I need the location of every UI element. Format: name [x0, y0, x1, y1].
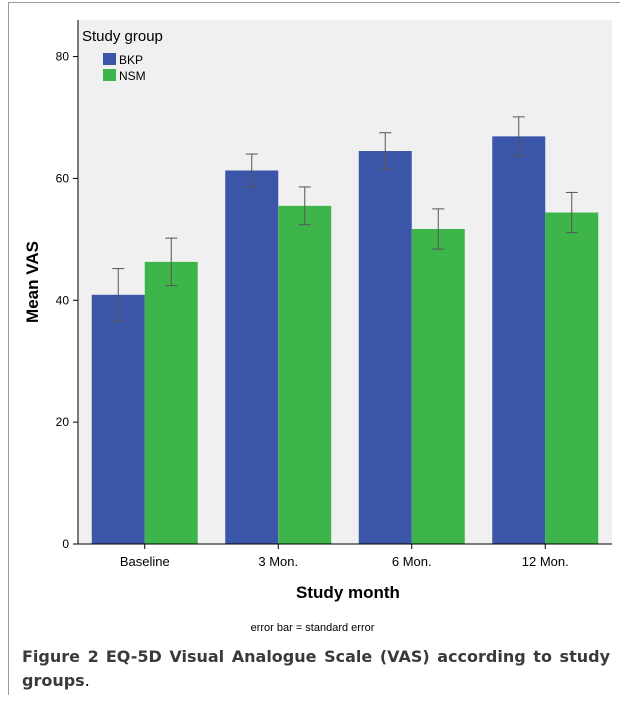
- figure-caption: Figure 2 EQ-5D Visual Analogue Scale (VA…: [22, 647, 611, 690]
- caption-text: EQ-5D Visual Analogue Scale (VAS) accord…: [22, 647, 611, 690]
- frame-left-border: [8, 2, 9, 695]
- legend: Study group BKP NSM: [82, 28, 163, 83]
- legend-label-nsm: NSM: [119, 69, 146, 83]
- bar-nsm-2: [411, 228, 465, 544]
- error-bar-note: error bar = standard error: [250, 622, 375, 634]
- y-tick-label: 20: [56, 415, 70, 429]
- y-tick-label: 40: [56, 293, 70, 307]
- legend-label-bkp: BKP: [119, 53, 143, 67]
- bar-bkp-0: [91, 294, 145, 544]
- bar-nsm-1: [278, 205, 332, 544]
- y-tick-label: 80: [56, 50, 70, 64]
- x-tick-label: 3 Mon.: [258, 554, 298, 569]
- x-tick-label: 12 Mon.: [522, 554, 569, 569]
- bar-nsm-3: [545, 212, 599, 544]
- x-axis-title: Study month: [296, 583, 400, 602]
- y-tick-label: 60: [56, 171, 70, 185]
- bar-bkp-3: [492, 136, 546, 544]
- frame-top-border: [8, 2, 620, 3]
- legend-swatch-nsm: [103, 69, 116, 81]
- legend-swatch-bkp: [103, 53, 116, 65]
- bar-chart: 0 20 40 60 80 Baseline 3 Mon. 6 Mon. 12 Mon. Me…: [23, 20, 612, 602]
- bar-bkp-2: [358, 151, 412, 544]
- x-tick-label: 6 Mon.: [392, 554, 432, 569]
- x-tick-label: Baseline: [120, 554, 170, 569]
- y-axis-title: Mean VAS: [23, 241, 42, 323]
- caption-label: Figure 2: [22, 647, 99, 666]
- y-tick-label: 0: [62, 537, 69, 551]
- legend-title: Study group: [82, 28, 163, 45]
- bar-nsm-0: [144, 261, 198, 544]
- bar-bkp-1: [225, 170, 279, 544]
